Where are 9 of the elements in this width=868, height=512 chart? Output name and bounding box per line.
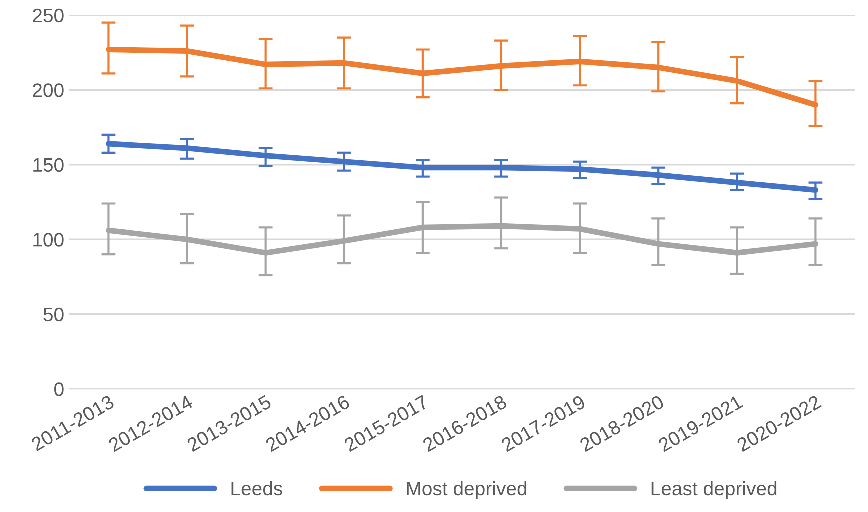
legend-label: Leeds xyxy=(232,481,282,496)
y-tick-label: 100 xyxy=(34,233,64,247)
y-tick-label: 150 xyxy=(34,158,64,172)
y-tick-label: 200 xyxy=(33,84,64,98)
y-tick-label: 50 xyxy=(44,308,64,322)
y-tick-label: 0 xyxy=(54,382,64,396)
legend-label: Least deprived xyxy=(652,481,777,500)
legend-label: Most deprived xyxy=(407,481,527,500)
y-tick-label: 250 xyxy=(33,8,64,23)
